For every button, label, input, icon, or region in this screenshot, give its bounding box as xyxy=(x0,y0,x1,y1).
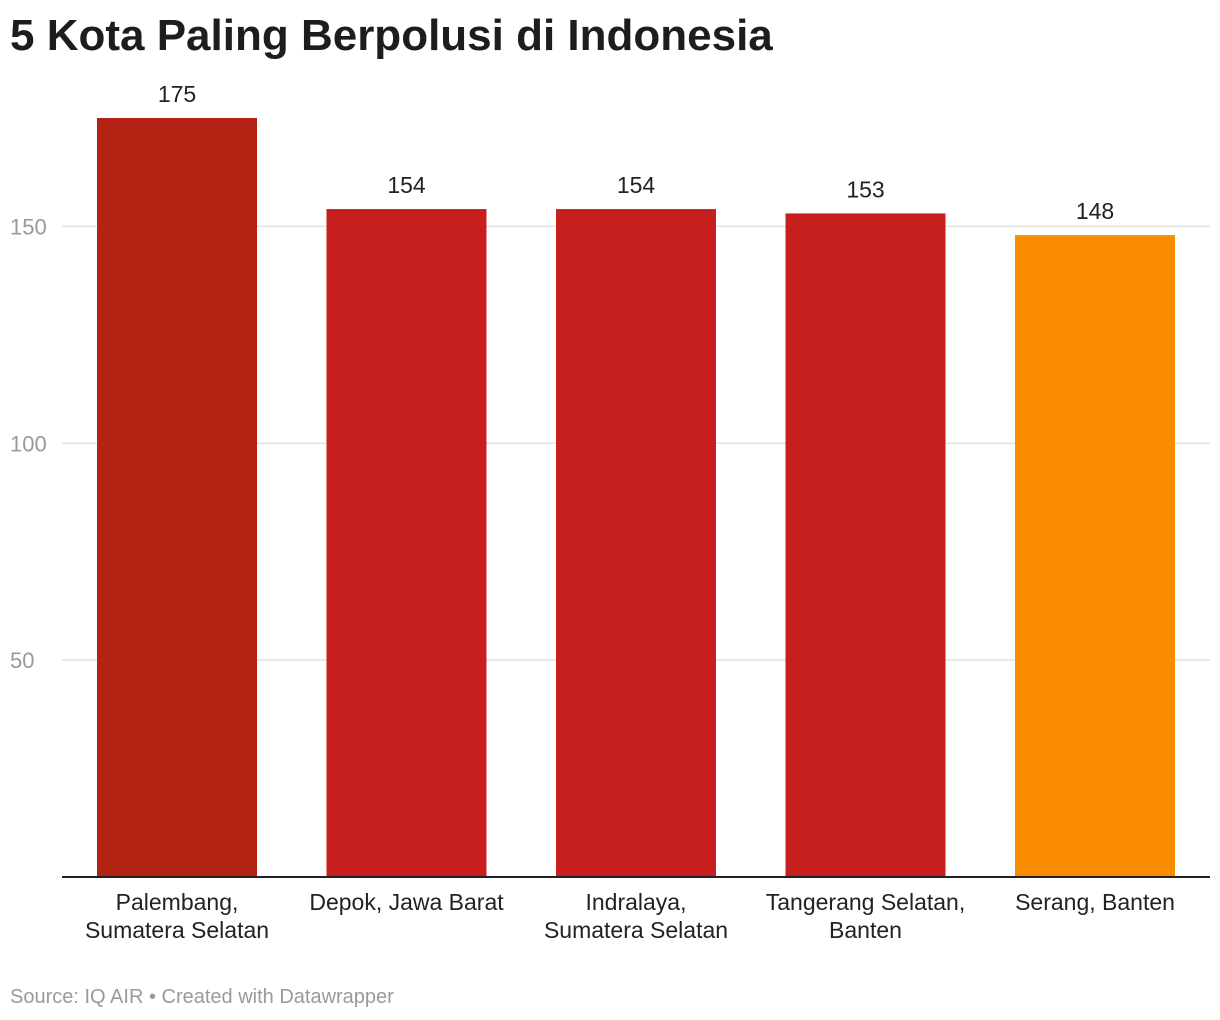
y-tick-label: 100 xyxy=(10,431,47,456)
bar xyxy=(785,213,946,878)
bar xyxy=(1015,235,1175,878)
bar xyxy=(326,209,487,877)
category-label: Banten xyxy=(829,917,902,943)
category-label: Depok, Jawa Barat xyxy=(309,889,504,915)
value-label: 153 xyxy=(846,176,884,202)
category-label: Palembang, xyxy=(116,889,239,915)
category-label: Sumatera Selatan xyxy=(544,917,728,943)
value-label: 175 xyxy=(158,81,196,107)
bars xyxy=(97,118,1175,878)
bar xyxy=(97,118,257,877)
chart-title: 5 Kota Paling Berpolusi di Indonesia xyxy=(10,11,773,60)
value-label: 154 xyxy=(387,172,426,198)
y-tick-label: 50 xyxy=(10,648,34,673)
value-label: 148 xyxy=(1076,198,1114,224)
bar xyxy=(556,209,716,877)
y-tick-label: 150 xyxy=(10,214,47,239)
category-label: Indralaya, xyxy=(585,889,686,915)
value-label: 154 xyxy=(617,172,656,198)
category-label: Sumatera Selatan xyxy=(85,917,269,943)
category-label: Serang, Banten xyxy=(1015,889,1175,915)
value-labels: 175 154 154 153 148 xyxy=(158,81,1114,224)
category-label: Tangerang Selatan, xyxy=(766,889,966,915)
chart-source: Source: IQ AIR • Created with Datawrappe… xyxy=(10,986,394,1008)
